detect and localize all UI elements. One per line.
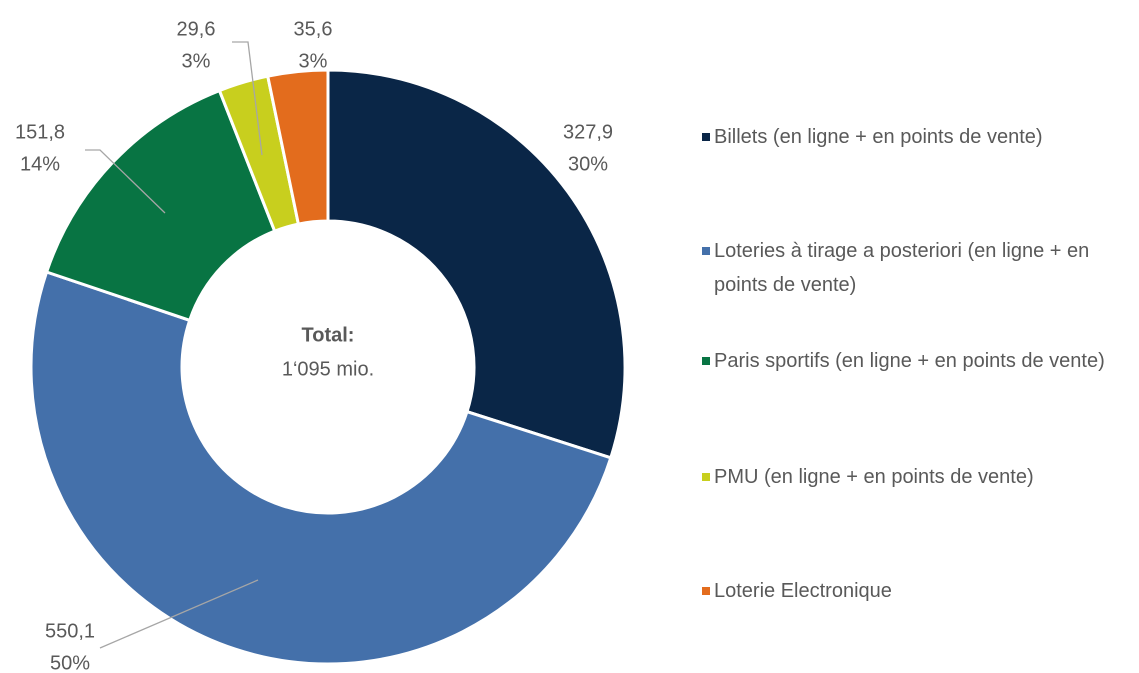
legend-swatch <box>702 587 710 595</box>
donut-segment <box>326 68 627 460</box>
legend-item: Loterie Electronique <box>700 574 892 608</box>
donut-segment <box>44 88 277 323</box>
value-label: 29,6 <box>177 18 216 40</box>
percent-label: 14% <box>20 153 60 175</box>
legend-item: Billets (en ligne + en points de vente) <box>700 120 1043 154</box>
percent-label: 50% <box>50 652 90 673</box>
leader-line <box>232 41 263 156</box>
donut-segment <box>265 68 330 226</box>
chart: Total: 1‘095 mio. 327,9 30% 550,1 50% 151,8 1… <box>15 18 627 673</box>
legend-swatch <box>702 357 710 365</box>
value-label: 151,8 <box>15 121 65 143</box>
legend-swatch <box>702 473 710 481</box>
percent-label: 30% <box>568 153 608 175</box>
legend-item: Loteries à tirage a posteriori (en ligne… <box>700 234 1136 302</box>
value-label: 550,1 <box>45 620 95 642</box>
legend-label: Paris sportifs (en ligne + en points de … <box>714 350 1105 372</box>
percent-label: 3% <box>182 50 211 72</box>
center-text: 1‘095 mio. <box>282 358 374 380</box>
legend-label: Loterie Electronique <box>714 580 892 602</box>
leader-line <box>99 579 259 649</box>
legend-label: Billets (en ligne + en points de vente) <box>714 126 1043 148</box>
center-title: Total: <box>302 324 355 346</box>
legend-label: PMU (en ligne + en points de vente) <box>714 466 1034 488</box>
legend-item: Paris sportifs (en ligne + en points de … <box>700 344 1105 378</box>
value-label: 327,9 <box>563 121 613 143</box>
legend-swatch <box>702 133 710 141</box>
percent-label: 3% <box>299 50 328 72</box>
legend-item: PMU (en ligne + en points de vente) <box>700 460 1034 494</box>
value-label: 35,6 <box>294 18 333 40</box>
leader-line <box>85 149 166 214</box>
legend-swatch <box>702 247 710 255</box>
legend-label: Loteries à tirage a posteriori (en ligne… <box>714 240 1090 296</box>
donut-segment <box>29 270 613 666</box>
